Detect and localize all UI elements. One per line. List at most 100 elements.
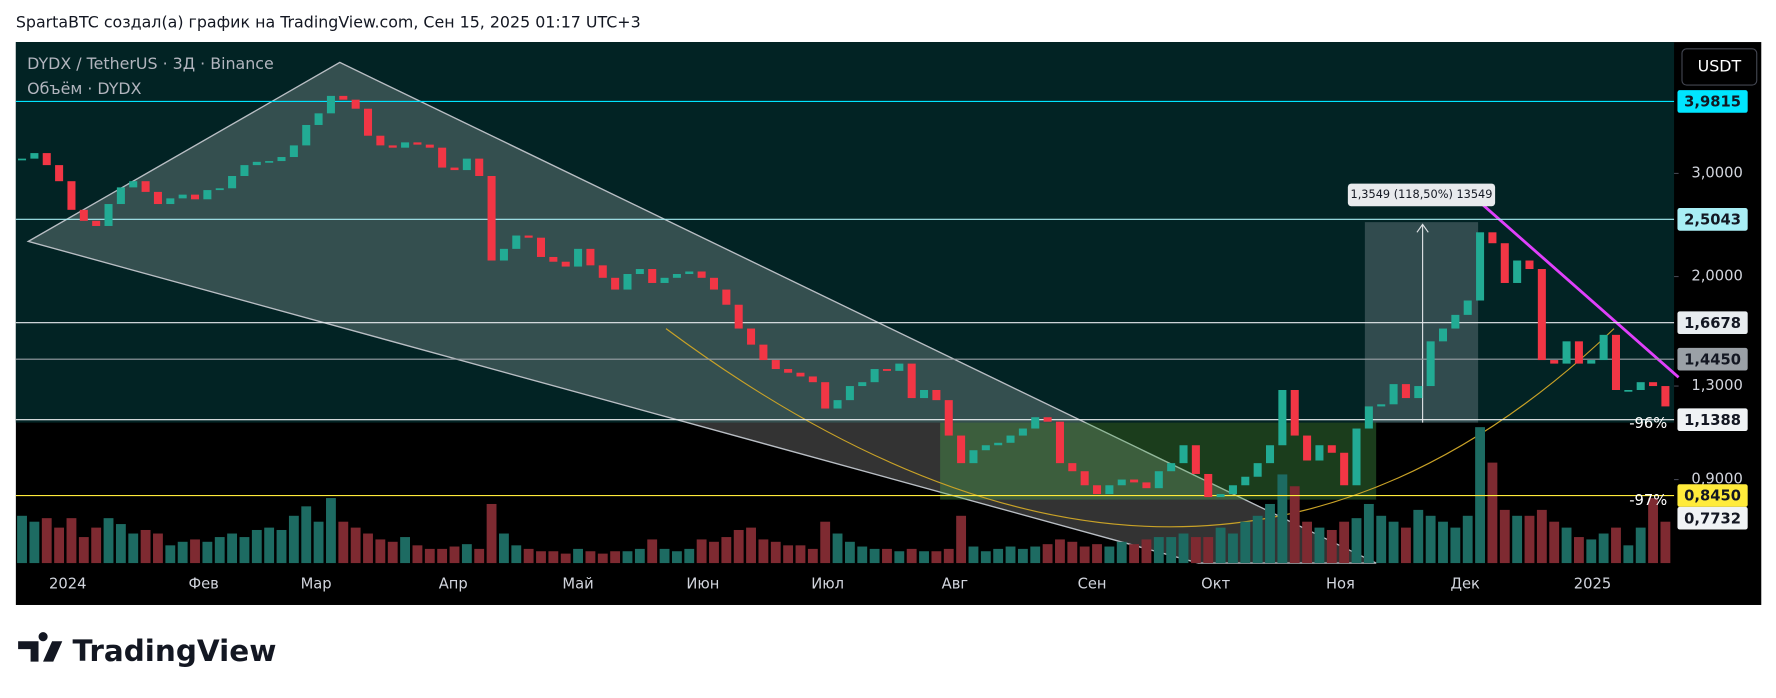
- candle: [672, 274, 681, 278]
- volume-bar: [1648, 498, 1658, 564]
- candle: [1241, 476, 1250, 486]
- volume-bar: [1104, 546, 1115, 564]
- volume-bar: [1635, 527, 1646, 564]
- volume-bar: [597, 553, 608, 564]
- candle: [166, 198, 175, 205]
- logo: TradingView: [18, 632, 276, 668]
- volume-bar: [54, 527, 65, 564]
- volume-bar: [1339, 521, 1350, 564]
- volume-bar: [1240, 521, 1251, 564]
- candle: [734, 304, 743, 329]
- volume-bar: [1153, 537, 1164, 564]
- volume-bar: [906, 548, 917, 564]
- volume-bar: [375, 539, 386, 564]
- volume-bar: [313, 521, 324, 564]
- volume-bar: [1055, 539, 1065, 564]
- candle: [339, 95, 348, 100]
- candle: [1303, 435, 1312, 461]
- candle: [499, 248, 508, 261]
- candle: [1364, 406, 1373, 429]
- candle: [759, 344, 768, 361]
- volume-bar: [387, 541, 398, 564]
- candle: [833, 400, 842, 409]
- volume-bar: [190, 539, 200, 564]
- volume-bar: [486, 503, 497, 564]
- candle: [475, 158, 484, 177]
- volume-bar: [301, 506, 312, 564]
- volume-bar: [869, 548, 880, 564]
- candle: [784, 369, 793, 373]
- volume-bar: [1190, 537, 1201, 564]
- volume-bar: [709, 541, 719, 564]
- candle: [586, 248, 595, 266]
- volume-bar: [696, 539, 707, 564]
- volume-bar: [1351, 518, 1362, 564]
- level-label: 1,4450: [1684, 351, 1741, 368]
- candle: [30, 153, 39, 159]
- volume-bar: [437, 548, 448, 564]
- level-label-box: [1677, 506, 1748, 530]
- candle: [1340, 452, 1349, 486]
- candle: [709, 277, 718, 290]
- level-label: 2,5043: [1684, 211, 1741, 228]
- candle: [203, 190, 212, 200]
- volume-bar: [1598, 533, 1609, 564]
- candle: [351, 99, 360, 109]
- volume-bar: [1326, 529, 1337, 564]
- candle: [1500, 243, 1509, 283]
- candle: [1389, 384, 1398, 405]
- candle: [1463, 300, 1472, 315]
- volume-bar: [1079, 546, 1090, 564]
- candle: [944, 400, 953, 436]
- candle: [845, 386, 854, 401]
- volume-bar: [1499, 509, 1510, 564]
- x-tick-label: Дек: [1451, 576, 1481, 593]
- candle: [1043, 417, 1052, 422]
- legend-volume: Объём · DYDX: [27, 79, 141, 98]
- volume-bar: [634, 548, 645, 564]
- candle: [401, 142, 410, 148]
- candle: [920, 390, 929, 399]
- candle: [981, 445, 990, 451]
- volume-bar: [511, 545, 522, 564]
- candle: [882, 369, 891, 371]
- candle: [1031, 417, 1040, 429]
- candle: [265, 161, 274, 163]
- candle: [116, 187, 125, 205]
- wedge: [26, 61, 1377, 564]
- volume-bar: [1401, 527, 1411, 564]
- candle: [895, 363, 904, 371]
- currency-label[interactable]: USDT: [1698, 56, 1742, 75]
- candle: [1611, 334, 1621, 391]
- candle: [450, 167, 459, 171]
- candle: [747, 328, 756, 345]
- candle: [153, 191, 162, 205]
- candle: [561, 261, 570, 267]
- currency-button[interactable]: [1681, 48, 1758, 86]
- candle: [858, 382, 867, 387]
- candle: [1216, 494, 1225, 498]
- candle: [1093, 485, 1102, 495]
- candle: [524, 235, 533, 238]
- y-tick-label: 2,0000: [1691, 268, 1743, 285]
- volume-bar: [400, 537, 410, 564]
- volume-bar: [832, 533, 843, 564]
- volume-bar: [1438, 521, 1448, 564]
- candle: [648, 269, 657, 283]
- volume-bar: [610, 551, 621, 564]
- measure-arrowhead: [1416, 223, 1429, 233]
- x-tick-label: Фев: [188, 576, 218, 593]
- volume-bar: [1314, 527, 1325, 564]
- candle: [1327, 445, 1336, 453]
- candle: [67, 181, 76, 210]
- candle: [1315, 445, 1324, 461]
- candle: [1006, 435, 1015, 443]
- candle: [1290, 390, 1299, 436]
- volume-bar: [1376, 515, 1387, 564]
- volume-bar: [1302, 521, 1313, 564]
- y-tick-label: 0,9000: [1691, 471, 1743, 488]
- volume-bar: [622, 551, 633, 564]
- volume-bar: [1017, 548, 1028, 564]
- volume-bar: [1611, 527, 1621, 564]
- candle: [722, 289, 731, 305]
